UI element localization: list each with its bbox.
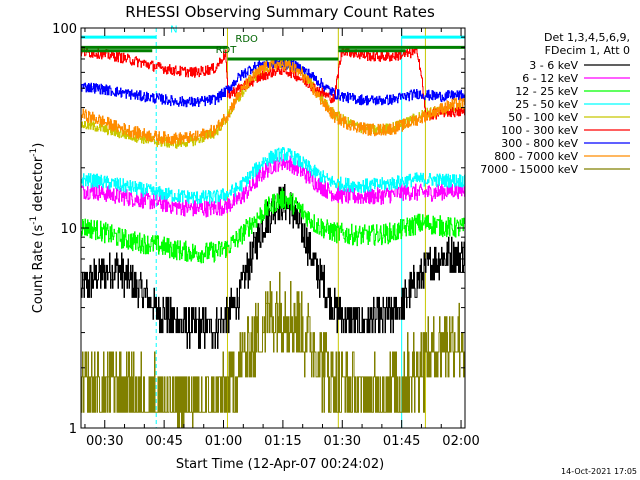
- y-axis-label-tail: detector: [31, 156, 46, 216]
- legend-label-6: 300 - 800 keV: [501, 137, 578, 150]
- series-8: [81, 271, 466, 429]
- legend-label-0: 3 - 6 keV: [529, 59, 578, 72]
- series-7: [81, 58, 466, 145]
- y-tick-label-0: 1: [69, 422, 77, 437]
- footer-timestamp: 14-Oct-2021 17:05: [561, 467, 637, 476]
- y-tick-label-1: 10: [60, 222, 77, 237]
- series-line-6: [81, 57, 466, 108]
- y-axis-label-main: Count Rate (s: [31, 225, 46, 314]
- series-5: [81, 46, 466, 121]
- series-6: [81, 57, 466, 108]
- legend-label-3: 25 - 50 keV: [515, 98, 578, 111]
- series-0: [81, 184, 466, 349]
- legend-label-2: 12 - 25 keV: [515, 85, 578, 98]
- x-tick-label-0: 00:30: [86, 434, 123, 449]
- y-axis-label-end: ): [31, 143, 46, 148]
- x-tick-label-2: 01:00: [205, 434, 242, 449]
- x-tick-label-6: 02:00: [442, 434, 479, 449]
- series-3: [81, 147, 466, 205]
- legend-label-5: 100 - 300 keV: [501, 124, 578, 137]
- y-axis-label: Count Rate (s-1 detector-1): [29, 143, 46, 314]
- y-tick-label-2: 100: [52, 22, 77, 37]
- series-line-1: [81, 154, 466, 218]
- legend-header-0: Det 1,3,4,5,6,9,: [544, 31, 630, 44]
- series-line-8: [81, 271, 466, 429]
- series-2: [81, 188, 466, 264]
- series-line-3: [81, 147, 466, 205]
- flag-label-0: N: [170, 24, 177, 35]
- series-1: [81, 154, 466, 218]
- y-axis-label-sup2: -1: [29, 148, 39, 157]
- y-axis-label-sup: -1: [29, 216, 39, 225]
- legend-label-1: 6 - 12 keV: [522, 72, 578, 85]
- series-line-7: [81, 58, 466, 145]
- legend: Det 1,3,4,5,6,9,FDecim 1, Att 0 3 - 6 keV…: [480, 31, 630, 176]
- x-tick-label-3: 01:15: [264, 434, 301, 449]
- legend-label-4: 50 - 100 keV: [508, 111, 578, 124]
- axes-layer: 1 10 100 00:30 00:45 01:00 01:15 01:30 01:45 02:0…: [52, 22, 480, 449]
- flag-label-2: RDT: [216, 45, 238, 56]
- x-tick-label-5: 01:45: [383, 434, 420, 449]
- x-tick-label-1: 00:45: [145, 434, 182, 449]
- x-axis-label: Start Time (12-Apr-07 00:24:02): [176, 457, 384, 472]
- chart-title: RHESSI Observing Summary Count Rates: [125, 3, 435, 21]
- series-line-5: [81, 46, 466, 121]
- legend-header-1: FDecim 1, Att 0: [545, 44, 630, 57]
- x-tick-label-4: 01:30: [324, 434, 361, 449]
- legend-label-7: 800 - 7000 keV: [494, 150, 578, 163]
- flag-label-1: RDO: [235, 34, 258, 45]
- series-line-2: [81, 188, 466, 264]
- series-line-0: [81, 184, 466, 349]
- legend-label-8: 7000 - 15000 keV: [480, 163, 578, 176]
